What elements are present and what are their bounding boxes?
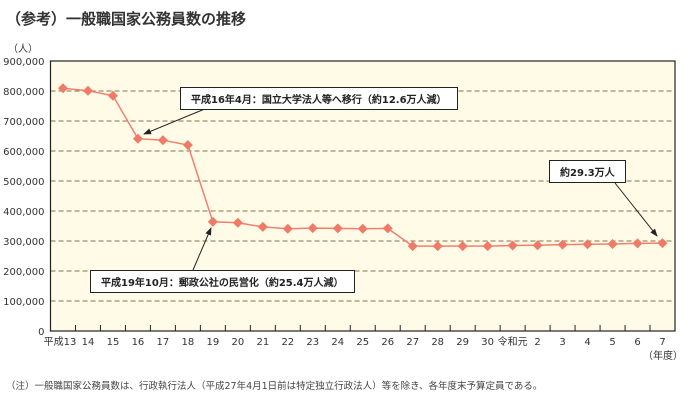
x-tick-label: 平成13: [44, 336, 77, 348]
data-point: [132, 133, 143, 144]
data-point: [357, 223, 368, 234]
y-axis-label: （人）: [8, 43, 38, 55]
data-point: [407, 241, 418, 252]
x-tick-label: 29: [456, 337, 469, 348]
data-point: [632, 238, 643, 249]
x-tick-label: 17: [157, 337, 170, 348]
data-point: [232, 217, 243, 228]
annotation-h16: 平成16年4月：国立大学法人等へ移行（約12.6万人減）: [180, 87, 458, 110]
y-tick-label: 100,000: [3, 297, 44, 308]
y-tick-label: 800,000: [3, 87, 44, 98]
data-point: [657, 238, 668, 249]
data-point: [507, 240, 518, 251]
x-tick-label: 14: [82, 337, 95, 348]
x-tick-label: 15: [107, 337, 120, 348]
y-tick-label: 900,000: [3, 57, 44, 68]
x-tick-label: 16: [132, 337, 145, 348]
x-tick-label: 3: [559, 337, 565, 348]
footnote: （注）一般職国家公務員数は、行政執行法人（平成27年4月1日前は特定独立行政法人…: [6, 381, 543, 392]
data-point: [282, 223, 293, 234]
y-tick-label: 600,000: [3, 147, 44, 158]
data-point: [532, 240, 543, 251]
x-tick-label: 30: [481, 337, 494, 348]
x-tick-label: 25: [356, 337, 369, 348]
data-point: [307, 223, 318, 234]
data-point: [607, 239, 618, 249]
x-axis-label: （年度）: [643, 349, 683, 362]
x-tick-label: 24: [331, 337, 344, 348]
y-tick-label: 300,000: [3, 237, 44, 248]
y-tick-label: 400,000: [3, 207, 44, 218]
x-tick-label: 23: [306, 337, 319, 348]
chart-title: （参考）一般職国家公務員数の推移: [6, 10, 247, 28]
x-tick-label: 20: [231, 337, 244, 348]
y-tick-label: 200,000: [3, 267, 44, 278]
annotation-h19: 平成19年10月：郵政公社の民営化（約25.4万人減）: [90, 270, 355, 293]
x-tick-label: 7: [659, 337, 665, 348]
x-tick-label: 6: [634, 337, 640, 348]
annotation-arrow: [192, 227, 212, 271]
data-point: [332, 223, 343, 234]
data-point: [582, 239, 593, 250]
x-tick-label: 4: [584, 337, 590, 348]
data-point: [557, 239, 568, 250]
annotation-arrow: [143, 105, 213, 135]
x-tick-label: 2: [534, 337, 540, 348]
data-point: [482, 241, 493, 252]
y-tick-label: 700,000: [3, 117, 44, 128]
plot-frame: [49, 60, 676, 332]
data-point: [382, 223, 393, 234]
x-tick-label: 28: [431, 337, 444, 348]
data-point: [432, 241, 443, 252]
x-tick-label: 5: [609, 337, 615, 348]
y-tick-label: 500,000: [3, 177, 44, 188]
data-point: [182, 140, 193, 150]
x-tick-label: 令和元: [498, 335, 528, 348]
x-tick-label: 18: [182, 337, 195, 348]
x-tick-label: 27: [406, 337, 419, 348]
data-point: [457, 241, 468, 252]
annotation-r7: 約29.3万人: [549, 160, 626, 183]
data-point: [107, 90, 118, 101]
data-point: [257, 221, 268, 232]
x-tick-label: 22: [281, 337, 294, 348]
annotation-arrow: [614, 182, 658, 237]
y-tick-label: 0: [38, 327, 44, 338]
data-point: [207, 216, 218, 227]
x-tick-label: 26: [381, 337, 394, 348]
data-point: [157, 135, 168, 146]
data-point: [57, 83, 68, 94]
data-point: [82, 85, 93, 96]
x-tick-label: 19: [207, 337, 220, 348]
x-tick-label: 21: [256, 337, 269, 348]
